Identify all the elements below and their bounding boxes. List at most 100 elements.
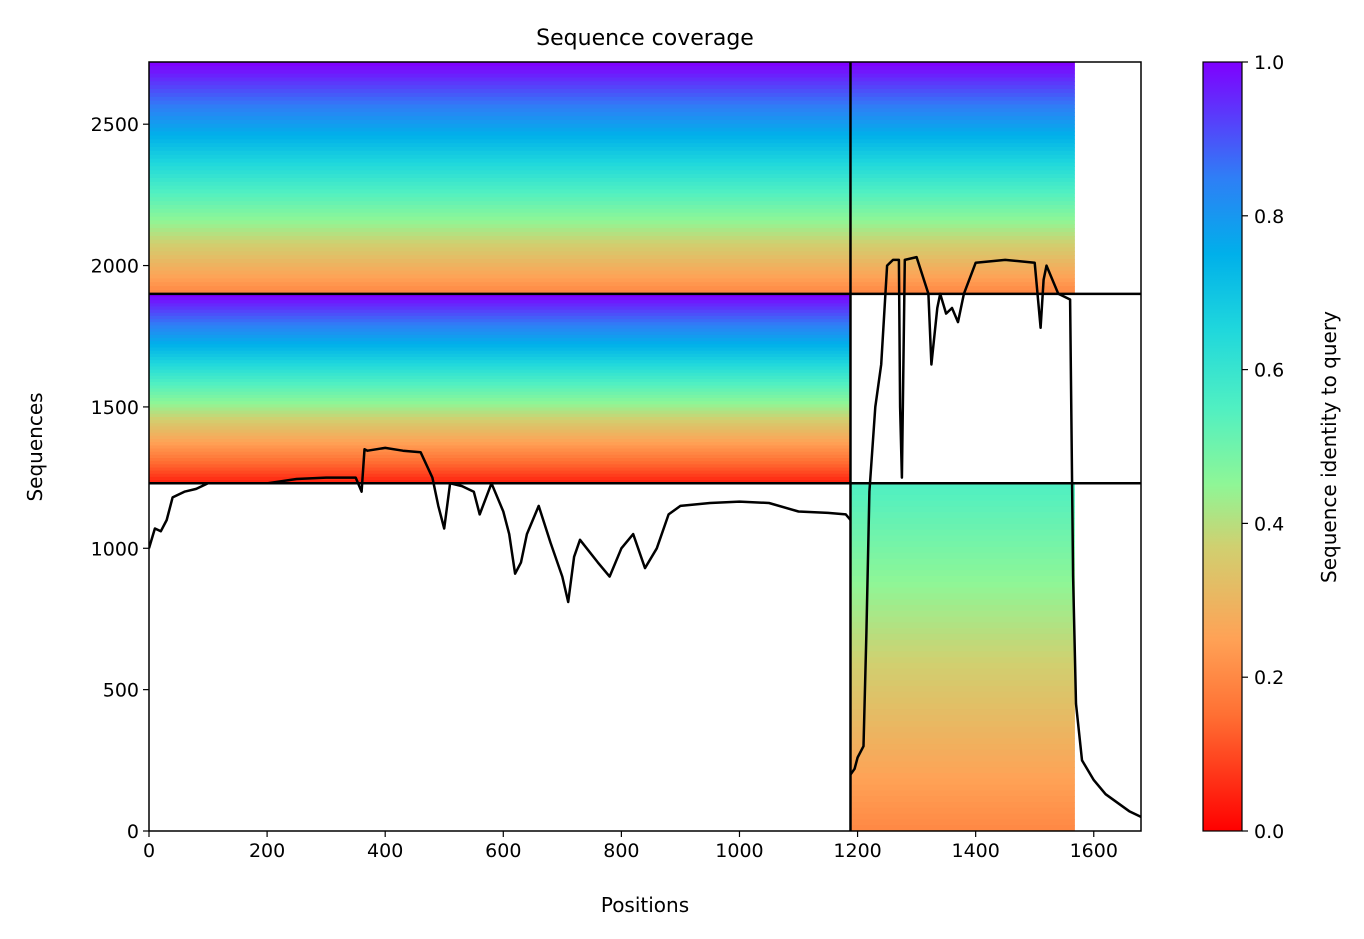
msa-band	[149, 278, 851, 283]
msa-band	[149, 120, 851, 125]
msa-band	[850, 796, 1075, 803]
msa-band	[149, 360, 851, 364]
msa-band	[149, 467, 851, 472]
msa-band	[850, 108, 1075, 113]
msa-band	[149, 363, 851, 368]
colorbar-tick-label: 0.8	[1254, 206, 1284, 228]
msa-band	[850, 92, 1075, 98]
msa-band	[850, 651, 1075, 658]
chain-2-msa	[850, 483, 1075, 831]
msa-band	[850, 807, 1075, 815]
y-tick-label: 2500	[91, 114, 139, 136]
msa-band	[850, 282, 1075, 287]
msa-band	[850, 123, 1075, 129]
msa-band	[149, 385, 851, 390]
msa-band	[149, 344, 851, 349]
msa-band	[850, 657, 1075, 664]
msa-band	[850, 703, 1075, 710]
msa-band	[149, 243, 851, 249]
msa-band	[850, 662, 1075, 670]
msa-band	[149, 212, 851, 218]
msa-band	[149, 255, 851, 260]
msa-band	[850, 120, 1075, 125]
x-tick-label: 1000	[715, 840, 763, 862]
msa-band	[149, 375, 851, 380]
msa-band	[149, 297, 851, 301]
chart-title: Sequence coverage	[536, 26, 754, 51]
msa-band	[850, 535, 1075, 542]
msa-band	[149, 62, 851, 67]
msa-band	[850, 529, 1075, 536]
msa-band	[850, 259, 1075, 264]
msa-band	[149, 435, 851, 440]
msa-band	[149, 174, 851, 179]
msa-band	[149, 224, 851, 229]
chain-2-paired-msa	[850, 62, 1075, 295]
msa-band	[850, 506, 1075, 513]
msa-band	[850, 628, 1075, 635]
msa-band	[149, 235, 851, 241]
colorbar-tick-label: 0.0	[1254, 821, 1284, 843]
msa-band	[850, 193, 1075, 198]
msa-band	[850, 790, 1075, 797]
msa-band	[149, 347, 851, 352]
msa-band	[850, 633, 1075, 641]
y-tick-label: 500	[103, 680, 139, 702]
msa-band	[850, 286, 1075, 291]
msa-band	[850, 278, 1075, 283]
msa-band	[850, 150, 1075, 156]
msa-band	[850, 749, 1075, 757]
msa-band	[149, 410, 851, 415]
msa-band	[149, 426, 851, 431]
msa-band	[149, 476, 851, 481]
msa-band	[850, 616, 1075, 623]
msa-band	[149, 158, 851, 164]
msa-band	[149, 193, 851, 198]
msa-band	[850, 819, 1075, 826]
msa-band	[149, 464, 851, 469]
block-dividers	[149, 62, 1141, 831]
msa-band	[149, 429, 851, 434]
msa-band	[850, 185, 1075, 191]
msa-band	[850, 639, 1075, 647]
msa-band	[850, 166, 1075, 171]
msa-band	[850, 691, 1075, 699]
msa-band	[850, 139, 1075, 144]
msa-band	[850, 541, 1075, 548]
msa-band	[850, 686, 1075, 693]
msa-band	[850, 732, 1075, 739]
msa-band	[850, 576, 1075, 583]
msa-band	[149, 205, 851, 210]
msa-band	[149, 189, 851, 194]
msa-band	[149, 454, 851, 459]
msa-band	[850, 489, 1075, 496]
msa-band	[850, 247, 1075, 252]
coverage-lines	[149, 255, 1141, 819]
msa-band	[850, 89, 1075, 94]
msa-band	[850, 622, 1075, 629]
msa-band	[149, 319, 851, 323]
msa-band	[149, 135, 851, 140]
msa-band	[149, 81, 851, 86]
x-tick-label: 400	[367, 840, 403, 862]
msa-band	[850, 720, 1075, 728]
msa-band	[149, 432, 851, 437]
msa-band	[149, 404, 851, 409]
msa-band	[149, 139, 851, 144]
msa-band	[850, 581, 1075, 589]
msa-band	[149, 150, 851, 156]
colorbar-tick-label: 0.4	[1254, 513, 1284, 535]
msa-band	[149, 398, 851, 402]
msa-band	[850, 174, 1075, 179]
msa-band	[850, 761, 1075, 768]
msa-band	[149, 417, 851, 421]
msa-band	[149, 451, 851, 456]
msa-band	[850, 197, 1075, 202]
msa-band	[850, 605, 1075, 612]
msa-band	[149, 108, 851, 113]
x-tick-label: 600	[485, 840, 521, 862]
msa-band	[149, 439, 851, 443]
msa-band	[850, 744, 1075, 751]
msa-band	[850, 201, 1075, 206]
